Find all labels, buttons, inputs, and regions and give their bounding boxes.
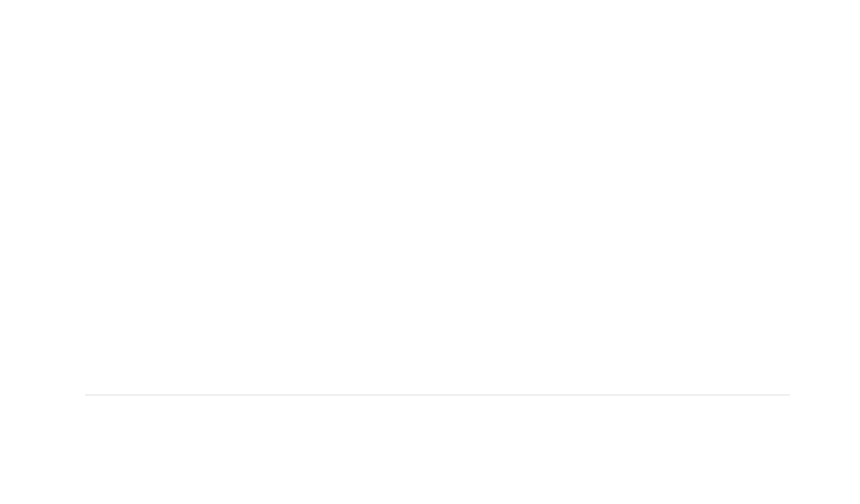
- chart-svg: [0, 0, 860, 504]
- chart-container: [0, 0, 860, 504]
